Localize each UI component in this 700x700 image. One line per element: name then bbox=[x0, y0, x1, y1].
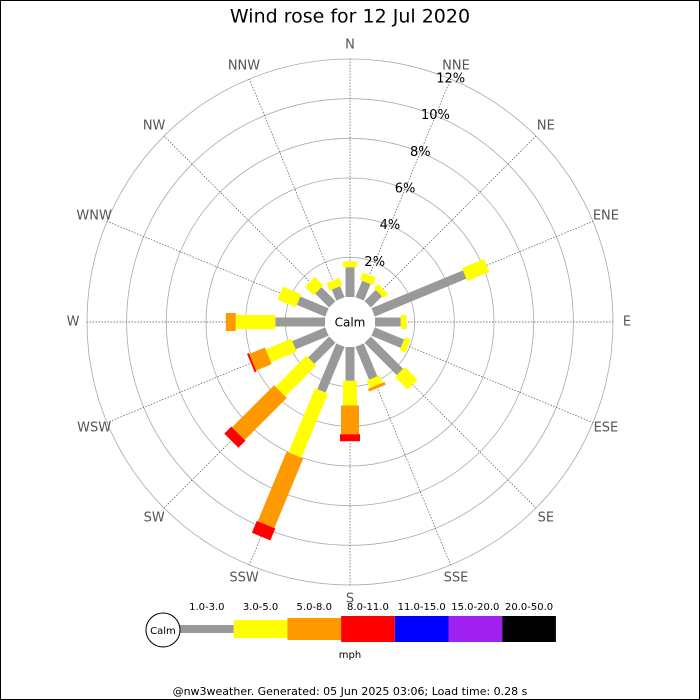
calm-circle bbox=[325, 297, 375, 347]
legend-swatch bbox=[394, 616, 449, 642]
legend-calm-circle bbox=[145, 612, 181, 648]
footer: @nw3weather. Generated: 05 Jun 2025 03:0… bbox=[173, 685, 528, 698]
legend-label: 20.0-50.0 bbox=[505, 602, 553, 613]
bar-segment bbox=[292, 327, 329, 350]
direction-label: NW bbox=[143, 119, 166, 134]
legend-swatch bbox=[502, 616, 556, 642]
r-tick-label: 10% bbox=[421, 108, 450, 123]
bar-segment bbox=[315, 287, 336, 308]
r-tick-label: 4% bbox=[380, 218, 401, 233]
spoke bbox=[163, 135, 333, 305]
legend-swatch bbox=[233, 620, 288, 638]
direction-label: WNW bbox=[76, 208, 112, 223]
legend-swatch bbox=[287, 618, 342, 640]
direction-label: ENE bbox=[593, 208, 619, 223]
legend-label: 3.0-5.0 bbox=[243, 602, 278, 613]
r-tick-label: 2% bbox=[364, 255, 385, 270]
legend-label: 1.0-3.0 bbox=[189, 602, 224, 613]
bar-segment bbox=[304, 276, 324, 296]
bar-segment bbox=[462, 258, 490, 281]
bar-segment bbox=[249, 347, 272, 371]
bar-segment bbox=[364, 289, 383, 308]
direction-label: SE bbox=[538, 510, 554, 525]
spoke bbox=[249, 78, 341, 300]
bar-segment bbox=[257, 451, 304, 529]
direction-label: E bbox=[623, 315, 631, 330]
grid-ring bbox=[165, 137, 535, 507]
r-tick-label: 8% bbox=[410, 145, 431, 160]
calm-label: Calm bbox=[335, 316, 366, 330]
bar-segment bbox=[394, 366, 418, 390]
bar-segment bbox=[359, 272, 376, 286]
direction-label: NNE bbox=[442, 59, 470, 74]
r-tick-label: 6% bbox=[395, 181, 416, 196]
bar-segment bbox=[331, 286, 345, 301]
spoke bbox=[372, 331, 594, 423]
direction-label: WSW bbox=[77, 421, 111, 436]
legend-label: 8.0-11.0 bbox=[347, 602, 389, 613]
bar-segment bbox=[371, 327, 405, 348]
direction-label: SW bbox=[144, 510, 165, 525]
bar-segment bbox=[296, 296, 329, 317]
chart-title: Wind rose for 12 Jul 2020 bbox=[230, 6, 470, 28]
direction-label: SSE bbox=[444, 570, 469, 585]
direction-label: S bbox=[346, 592, 354, 607]
direction-label: SSW bbox=[229, 570, 259, 585]
bar-segment bbox=[367, 381, 386, 392]
legend-label: 11.0-15.0 bbox=[398, 602, 446, 613]
bar-segment bbox=[355, 343, 378, 380]
bar-segment bbox=[224, 426, 246, 448]
bar-segment bbox=[355, 280, 371, 301]
bar-segment bbox=[371, 270, 467, 317]
bar-segment bbox=[317, 343, 345, 393]
legend-swatch bbox=[448, 616, 503, 642]
direction-label: ESE bbox=[594, 421, 619, 436]
grid-ring bbox=[205, 177, 495, 467]
bar-segment bbox=[399, 337, 411, 353]
spoke bbox=[367, 135, 537, 305]
bar-segment bbox=[373, 283, 389, 299]
bar-segment bbox=[277, 286, 302, 308]
legend-label: 5.0-8.0 bbox=[297, 602, 332, 613]
bar-segment bbox=[275, 355, 317, 397]
direction-label: NNW bbox=[228, 59, 260, 74]
bar-segment bbox=[326, 277, 343, 291]
legend-swatch bbox=[180, 625, 234, 633]
direction-label: W bbox=[67, 315, 80, 330]
bar-segment bbox=[265, 338, 297, 363]
bar-segment bbox=[231, 385, 287, 441]
bar-segment bbox=[247, 353, 257, 373]
unit-label: mph bbox=[339, 650, 361, 661]
bar-segment bbox=[288, 388, 328, 458]
legend-swatch bbox=[341, 616, 395, 642]
direction-label: N bbox=[345, 38, 355, 53]
bar-segment bbox=[366, 375, 383, 389]
bar-segment bbox=[308, 336, 336, 364]
legend-calm-label: Calm bbox=[150, 626, 176, 637]
bar-segment bbox=[364, 336, 404, 376]
spoke bbox=[359, 78, 451, 300]
r-tick-label: 12% bbox=[436, 72, 465, 87]
bar-segment bbox=[251, 520, 276, 541]
legend-label: 15.0-20.0 bbox=[451, 602, 499, 613]
direction-label: NE bbox=[537, 119, 555, 134]
